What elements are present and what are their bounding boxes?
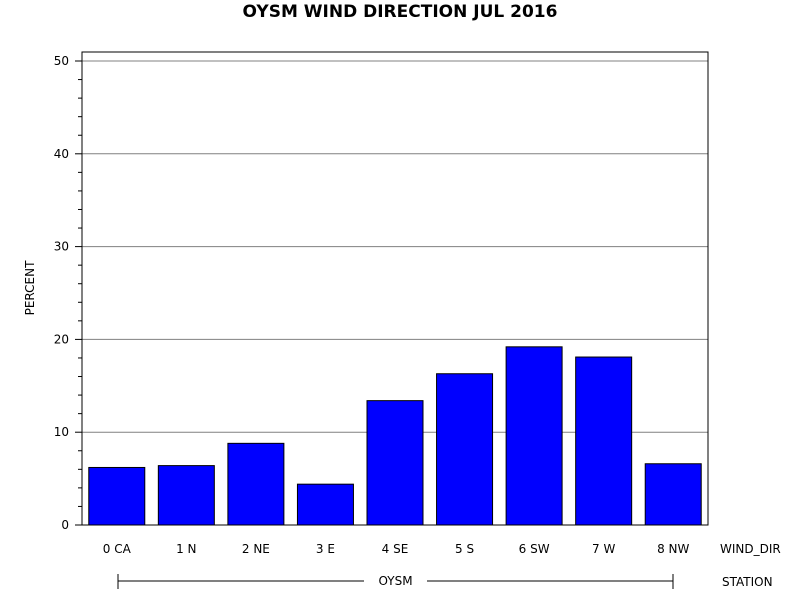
bar-4-se <box>366 400 424 526</box>
y-tick-label: 40 <box>54 147 69 161</box>
y-axis-label: PERCENT <box>23 260 37 315</box>
station-value: OYSM <box>378 574 412 588</box>
x-tick-label: 5 S <box>455 542 474 556</box>
x-tick-label: 6 SW <box>519 542 550 556</box>
y-axis: 0 10 20 30 40 50 <box>54 54 82 532</box>
bar-3-e <box>296 483 354 526</box>
x-tick-label: 0 CA <box>103 542 132 556</box>
x-tick-label: 8 NW <box>657 542 689 556</box>
y-tick-label: 50 <box>54 54 69 68</box>
x-tick-label: 1 N <box>176 542 196 556</box>
bar-8-nw <box>644 463 702 526</box>
x-tick-label: 4 SE <box>382 542 409 556</box>
bar-0-ca <box>88 466 146 526</box>
y-tick-label: 0 <box>61 518 69 532</box>
bar-7-w <box>575 356 633 526</box>
chart-title: OYSM WIND DIRECTION JUL 2016 <box>243 2 558 22</box>
y-tick-label: 20 <box>54 332 69 346</box>
x-axis: 0 CA 1 N 2 NE 3 E 4 SE 5 S 6 SW 7 W 8 NW <box>103 542 690 556</box>
bar-2-ne <box>227 442 285 526</box>
bar-5-s <box>436 373 494 526</box>
station-group: OYSM STATION <box>117 574 773 589</box>
plot-frame <box>81 51 709 526</box>
bars <box>88 346 702 526</box>
x-tick-label: 7 W <box>592 542 615 556</box>
y-tick-label: 10 <box>54 425 69 439</box>
x-tick-label: 2 NE <box>242 542 270 556</box>
bar-1-n <box>157 465 215 526</box>
x-tick-label: 3 E <box>316 542 335 556</box>
x-axis-label: WIND_DIR <box>720 542 781 556</box>
bar-6-sw <box>505 346 563 526</box>
y-tick-label: 30 <box>54 240 69 254</box>
station-label: STATION <box>722 575 773 589</box>
